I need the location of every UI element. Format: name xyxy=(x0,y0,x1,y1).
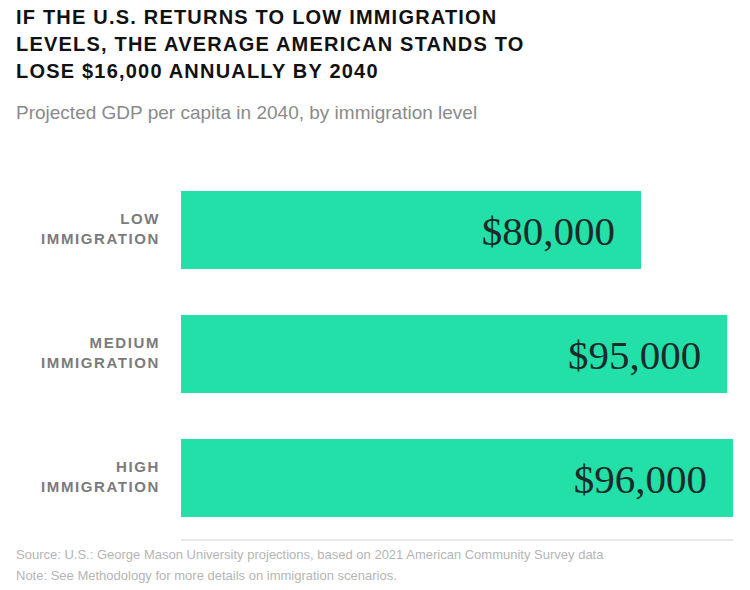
html-text:IF THE U.S. RETURNS TO LOW IMM: IF THE U.S. RETURNS TO LOW IMMIGRATION L… xyxy=(16,6,525,82)
svg-text:$96,000: $96,000 xyxy=(574,456,707,502)
html-text:Note: See Methodology for more: Note: See Methodology for more details o… xyxy=(16,568,397,583)
svg-text:HIGHIMMIGRATION: HIGHIMMIGRATION xyxy=(41,458,160,495)
svg-text:$95,000: $95,000 xyxy=(568,332,701,378)
svg-text:MEDIUMIMMIGRATION: MEDIUMIMMIGRATION xyxy=(41,334,160,371)
html-text:Projected GDP per capita in 20: Projected GDP per capita in 2040, by imm… xyxy=(16,102,478,123)
svg-text:LOWIMMIGRATION: LOWIMMIGRATION xyxy=(41,210,160,247)
svg-text:$80,000: $80,000 xyxy=(482,208,615,254)
html-text:Source: U.S.: George Mason Uni: Source: U.S.: George Mason University pr… xyxy=(16,547,604,562)
